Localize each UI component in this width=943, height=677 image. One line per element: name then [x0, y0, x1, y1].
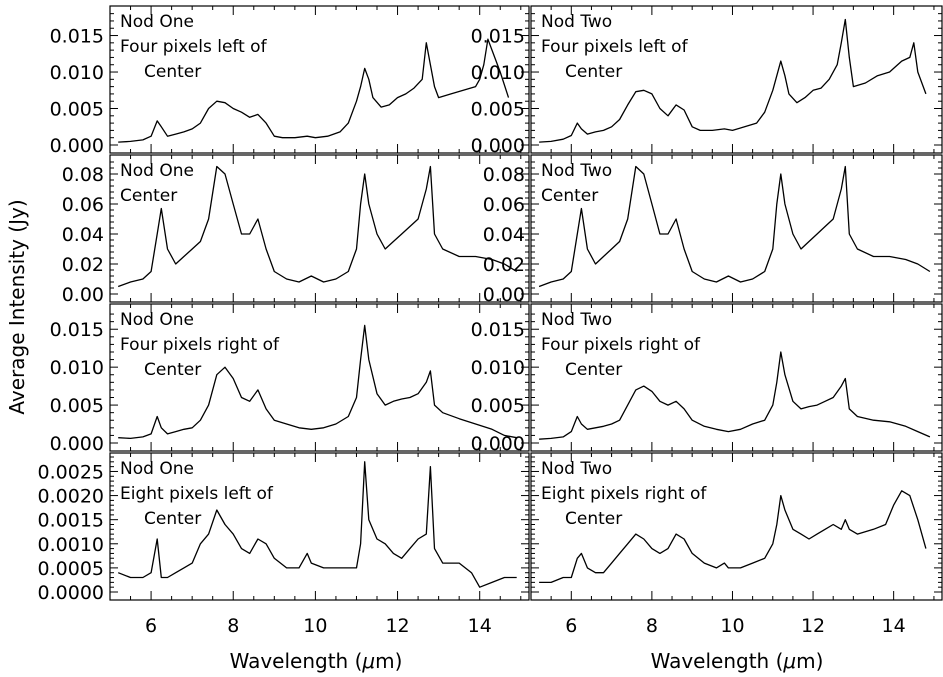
x-tick-label: 10 — [720, 615, 744, 637]
y-tick-label: 0.015 — [50, 319, 104, 341]
y-tick-label: 0.010 — [471, 62, 525, 84]
panel-annotation: Nod Two — [541, 161, 612, 181]
x-axis-title-left: Wavelength (μm) — [230, 649, 403, 673]
spectrum-line — [117, 461, 517, 588]
y-tick-label: 0.08 — [62, 164, 104, 186]
panel-annotation: Four pixels left of — [120, 37, 268, 57]
panel-annotation: Nod Two — [541, 310, 612, 330]
y-tick-label: 0.0025 — [38, 461, 104, 483]
y-tick-label: 0.0020 — [38, 486, 104, 508]
panel-annotation: Center — [565, 62, 622, 82]
panel-annotation: Four pixels right of — [120, 335, 280, 355]
panel-annotation: Nod One — [120, 161, 194, 181]
panel-frame — [530, 452, 943, 601]
panel-annotation: Four pixels left of — [541, 37, 689, 57]
y-tick-label: 0.06 — [62, 194, 104, 216]
panel-annotation: Center — [144, 509, 201, 529]
panel-annotation: Center — [565, 509, 622, 529]
y-tick-label: 0.04 — [483, 224, 525, 246]
y-tick-label: 0.00 — [483, 284, 525, 306]
y-tick-label: 0.000 — [50, 135, 104, 157]
y-tick-label: 0.005 — [471, 99, 525, 121]
y-tick-label: 0.0015 — [38, 510, 104, 532]
panel-annotation: Nod One — [120, 310, 194, 330]
panel-8: 6 8 10 12 14 Nod Two Eight pixels right of Cent… — [530, 452, 943, 637]
panel-annotation: Center — [541, 186, 598, 206]
spectrum-line — [118, 38, 510, 143]
x-tick-label: 12 — [801, 615, 825, 637]
panel-annotation: Nod Two — [541, 12, 612, 32]
panel-3: 0.00 0.02 0.04 0.06 0.08 Nod One Center — [62, 154, 530, 306]
panel-annotation: Nod One — [120, 459, 194, 479]
y-tick-label: 0.0005 — [38, 558, 104, 580]
y-tick-label: 0.010 — [471, 357, 525, 379]
y-tick-label: 0.0000 — [38, 582, 104, 604]
panel-annotation: Nod Two — [541, 459, 612, 479]
y-tick-label: 0.005 — [50, 395, 104, 417]
spectrum-line — [539, 18, 927, 143]
panel-annotation: Center — [120, 186, 177, 206]
panel-annotation: Eight pixels right of — [541, 484, 707, 504]
panel-grid: 0.000 0.005 0.010 0.015 Nod One Four pixels l… — [38, 5, 943, 637]
y-tick-label: 0.015 — [471, 319, 525, 341]
y-tick-label: 0.010 — [50, 357, 104, 379]
y-tick-label: 0.000 — [471, 135, 525, 157]
panel-annotation: Center — [144, 360, 201, 380]
x-tick-label: 12 — [385, 615, 409, 637]
y-tick-label: 0.005 — [50, 99, 104, 121]
x-tick-label: 6 — [565, 615, 577, 637]
panel-annotation: Nod One — [120, 12, 194, 32]
spectrum-line — [539, 351, 931, 440]
panel-annotation: Center — [144, 62, 201, 82]
panel-annotation: Four pixels right of — [541, 335, 701, 355]
y-tick-label: 0.015 — [471, 26, 525, 48]
panel-6: 0.000 0.005 0.010 0.015 Nod Two Four pixels r… — [471, 303, 943, 455]
panel-4: 0.00 0.02 0.04 0.06 0.08 Nod Two Center — [483, 154, 943, 306]
y-tick-label: 0.005 — [471, 395, 525, 417]
y-tick-label: 0.08 — [483, 164, 525, 186]
x-tick-label: 10 — [303, 615, 327, 637]
panel-frame — [109, 452, 530, 601]
x-axis-title-right: Wavelength (μm) — [651, 649, 824, 673]
panel-5: 0.000 0.005 0.010 0.015 Nod One Four pixels r… — [50, 303, 530, 455]
y-tick-label: 0.000 — [471, 433, 525, 455]
y-tick-label: 0.02 — [62, 254, 104, 276]
panel-annotation: Eight pixels left of — [120, 484, 274, 504]
x-tick-label: 6 — [145, 615, 157, 637]
y-tick-label: 0.06 — [483, 194, 525, 216]
panel-2: 0.000 0.005 0.010 0.015 Nod Two Four pixels l… — [471, 5, 943, 157]
y-tick-label: 0.000 — [50, 433, 104, 455]
x-tick-label: 14 — [468, 615, 492, 637]
panel-frame — [109, 303, 530, 452]
y-tick-label: 0.02 — [483, 254, 525, 276]
y-tick-label: 0.00 — [62, 284, 104, 306]
y-tick-label: 0.04 — [62, 224, 104, 246]
y-tick-label: 0.015 — [50, 26, 104, 48]
x-tick-label: 14 — [882, 615, 906, 637]
spectrum-line — [538, 165, 931, 288]
panel-annotation: Center — [565, 360, 622, 380]
x-tick-label: 8 — [646, 615, 658, 637]
y-tick-label: 0.010 — [50, 62, 104, 84]
panel-1: 0.000 0.005 0.010 0.015 Nod One Four pixels l… — [50, 5, 530, 157]
spectrum-line — [539, 490, 927, 584]
y-tick-label: 0.0010 — [38, 534, 104, 556]
y-axis-title: Average Intensity (Jy) — [5, 199, 29, 414]
panel-frame — [530, 303, 943, 452]
x-tick-label: 8 — [227, 615, 239, 637]
spectrum-line — [117, 165, 518, 288]
spectrum-line — [118, 324, 517, 440]
